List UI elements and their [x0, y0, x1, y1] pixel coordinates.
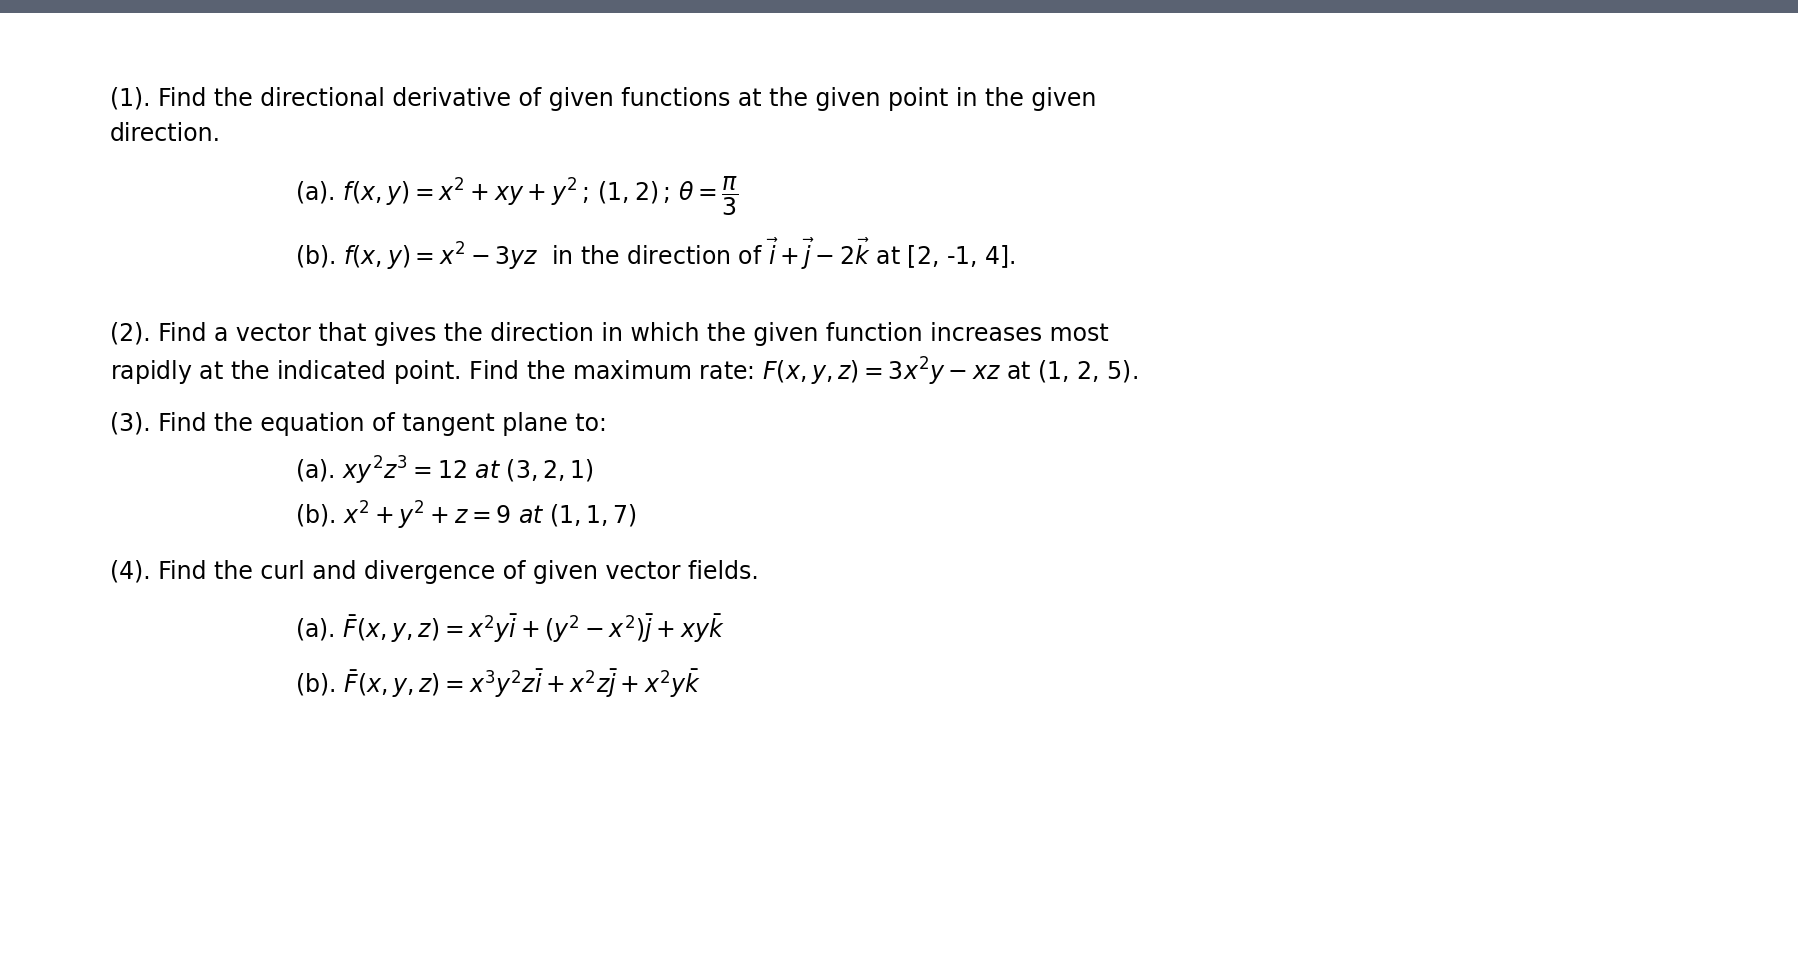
Text: (1). Find the directional derivative of given functions at the given point in th: (1). Find the directional derivative of … [110, 87, 1095, 111]
Text: (a). $xy^2z^3 = 12$ $\mathit{at}$ $(3,2,1)$: (a). $xy^2z^3 = 12$ $\mathit{at}$ $(3,2,… [295, 455, 593, 487]
Text: (3). Find the equation of tangent plane to:: (3). Find the equation of tangent plane … [110, 412, 606, 436]
Text: (2). Find a vector that gives the direction in which the given function increase: (2). Find a vector that gives the direct… [110, 322, 1108, 346]
Bar [0, 0, 1798, 14]
Text: (a). $\bar{F}(x, y, z) = x^2y\bar{i} + (y^2 - x^2)\bar{j} + xy\bar{k}$: (a). $\bar{F}(x, y, z) = x^2y\bar{i} + (… [295, 612, 725, 645]
Text: (b). $f(x,y) = x^2 - 3yz$  in the direction of $\vec{i}+\vec{j}-2\vec{k}$ at [2,: (b). $f(x,y) = x^2 - 3yz$ in the directi… [295, 236, 1016, 272]
Text: (4). Find the curl and divergence of given vector fields.: (4). Find the curl and divergence of giv… [110, 559, 759, 583]
Text: (b). $\bar{F}(x, y, z) = x^3y^2z\bar{i} + x^2z\bar{j} + x^2y\bar{k}$: (b). $\bar{F}(x, y, z) = x^3y^2z\bar{i} … [295, 667, 701, 700]
Text: (a). $f(x, y) = x^2 + xy + y^2\,;\,(1,2)\,;\,\theta = \dfrac{\pi}{3}$: (a). $f(x, y) = x^2 + xy + y^2\,;\,(1,2)… [295, 174, 739, 217]
Text: rapidly at the indicated point. Find the maximum rate: $F(x, y, z) = 3x^2y - xz$: rapidly at the indicated point. Find the… [110, 355, 1138, 388]
Text: direction.: direction. [110, 122, 221, 146]
Text: (b). $x^2 + y^2 + z = 9$ $\mathit{at}$ $(1,1,7)$: (b). $x^2 + y^2 + z = 9$ $\mathit{at}$ $… [295, 499, 636, 532]
